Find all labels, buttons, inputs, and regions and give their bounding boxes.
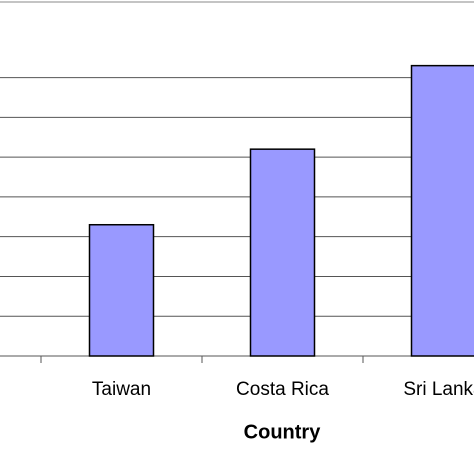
x-tick-label: Costa Rica	[236, 379, 329, 400]
x-tick-label: Sri Lanka	[403, 379, 474, 400]
bar	[410, 64, 474, 357]
x-tick-label: Taiwan	[92, 379, 151, 400]
bar	[249, 148, 316, 357]
x-axis-title: Country	[244, 421, 322, 443]
bar	[88, 223, 155, 357]
